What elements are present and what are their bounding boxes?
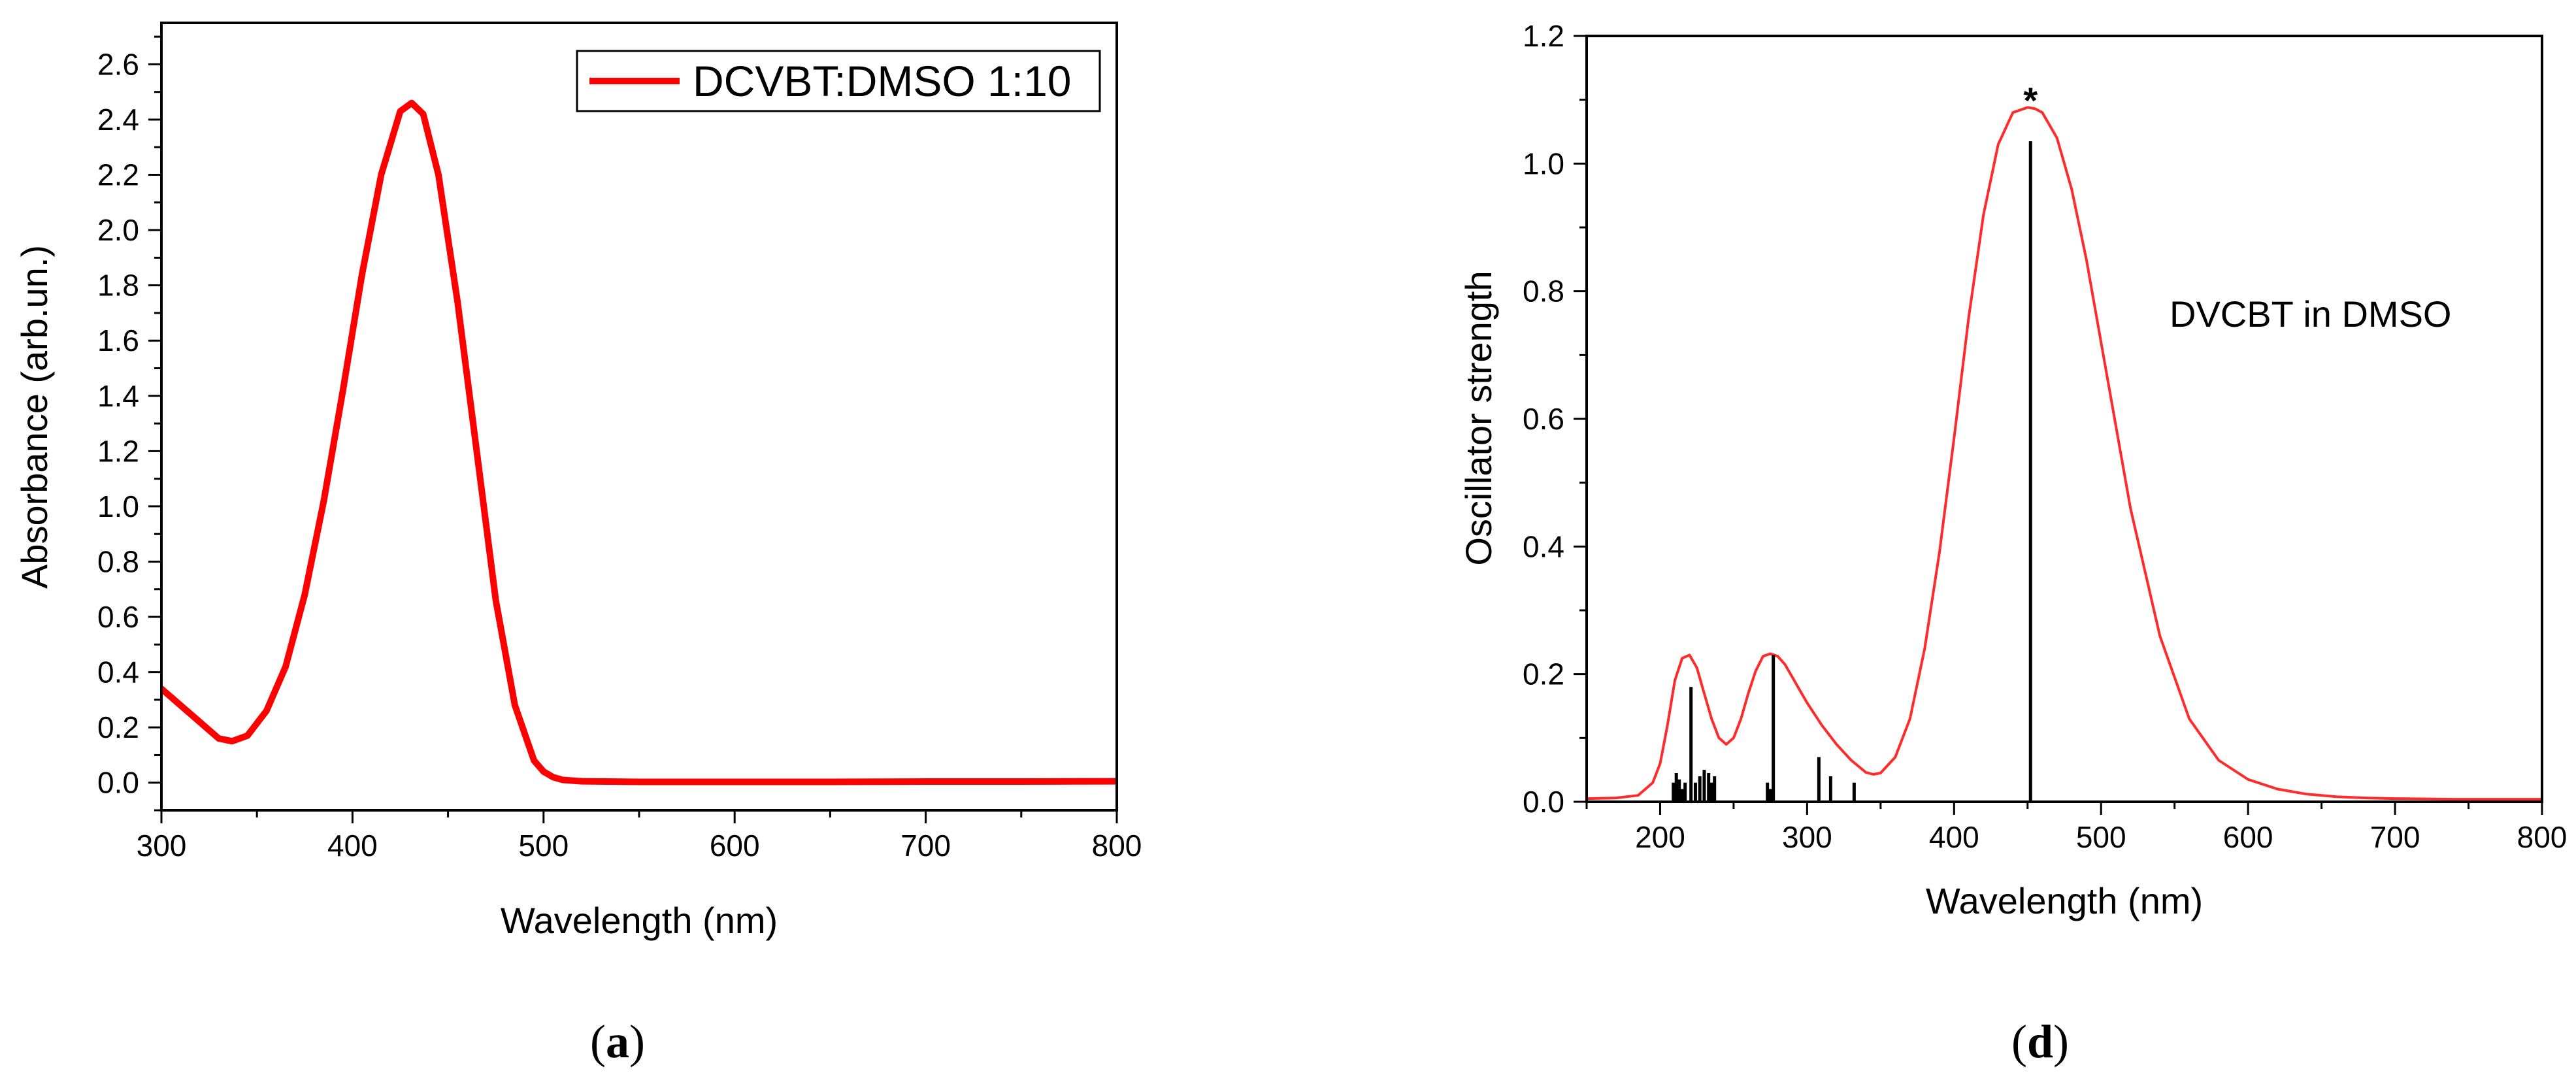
panel-d-y-tick-label: 0.6 bbox=[1523, 402, 1564, 436]
panel-a-y-tick-label: 2.0 bbox=[97, 213, 139, 247]
panel-a-chart: 0.0 0.2 0.4 0.6 0.8 1.0 1.2 1.4 1.6 1.8 2.0 2.2 2.4 2… bbox=[14, 22, 1142, 1068]
panel-a-y-tick-label: 1.2 bbox=[97, 434, 139, 468]
panel-a-y-tick-label: 0.6 bbox=[97, 600, 139, 634]
panel-a-x-tick-label: 500 bbox=[518, 829, 569, 863]
panel-a-y-tick-label: 1.8 bbox=[97, 269, 139, 303]
panel-a-y-tick-label: 0.2 bbox=[97, 710, 139, 744]
panel-d-spectrum-line bbox=[1587, 106, 2542, 801]
panel-a-y-tick-label: 2.6 bbox=[97, 47, 139, 81]
panel-d-x-tick-label: 700 bbox=[2370, 820, 2420, 854]
panel-a-x-tick-label: 400 bbox=[327, 829, 378, 863]
panel-a-y-tick-label: 0.4 bbox=[97, 655, 139, 689]
panel-d-plot-frame bbox=[1585, 35, 2543, 803]
panel-d-y-tick-label: 1.0 bbox=[1523, 146, 1564, 180]
panel-a-y-tick-label: 0.0 bbox=[97, 766, 139, 800]
panel-d-chart: 0.0 0.2 0.4 0.6 0.8 1.0 1.2 200 300 400 500 600 700 8… bbox=[1458, 19, 2567, 1068]
panel-d-y-tick-label: 1.2 bbox=[1523, 19, 1564, 53]
panel-d-ticks: 0.0 0.2 0.4 0.6 0.8 1.0 1.2 200 300 400 500 600 700 8… bbox=[1523, 19, 2567, 854]
panel-d-x-tick-label: 400 bbox=[1929, 820, 1979, 854]
panel-d-x-axis-title: Wavelength (nm) bbox=[1926, 880, 2203, 921]
panel-a-y-tick-label: 1.0 bbox=[97, 489, 139, 523]
panel-a-x-tick-label: 800 bbox=[1092, 829, 1142, 863]
panel-a-y-tick-label: 2.2 bbox=[97, 158, 139, 192]
panel-a-legend: DCVBT:DMSO 1:10 bbox=[576, 50, 1101, 112]
panel-d-annotation: DVCBT in DMSO bbox=[2170, 293, 2451, 335]
panel-d-x-tick-label: 500 bbox=[2076, 820, 2126, 854]
panel-a-legend-label: DCVBT:DMSO 1:10 bbox=[693, 57, 1072, 105]
panel-a-y-tick-label: 2.4 bbox=[97, 103, 139, 137]
panel-d-caption: (d) bbox=[2011, 1015, 2069, 1068]
panel-a-x-tick-label: 600 bbox=[710, 829, 760, 863]
panel-a-series bbox=[161, 99, 1117, 785]
panel-a-caption: (a) bbox=[590, 1015, 645, 1068]
panel-d-x-tick-label: 200 bbox=[1635, 820, 1685, 854]
panel-a-plot-frame bbox=[160, 22, 1118, 812]
panel-a-y-tick-label: 1.6 bbox=[97, 323, 139, 357]
panel-a-x-axis-title: Wavelength (nm) bbox=[501, 900, 778, 941]
panel-d-caption-letter: d bbox=[2027, 1015, 2053, 1068]
panel-d-y-axis-title: Oscillator strength bbox=[1458, 271, 1499, 565]
panel-a-caption-letter: a bbox=[606, 1015, 629, 1068]
panel-d-x-tick-label: 600 bbox=[2223, 820, 2273, 854]
panel-a-ticks: 0.0 0.2 0.4 0.6 0.8 1.0 1.2 1.4 1.6 1.8 2.0 2.2 2.4 2… bbox=[97, 35, 1142, 863]
panel-a-y-axis-title: Absorbance (arb.un.) bbox=[14, 245, 55, 589]
panel-a-y-tick-label: 1.4 bbox=[97, 379, 139, 413]
panel-a-x-tick-label: 700 bbox=[900, 829, 951, 863]
panel-a-x-tick-label: 300 bbox=[137, 829, 187, 863]
panel-a-y-tick-label: 0.8 bbox=[97, 544, 139, 578]
panel-d-y-tick-label: 0.4 bbox=[1523, 529, 1564, 563]
panel-d-series bbox=[1587, 106, 2542, 802]
panel-d-x-tick-label: 800 bbox=[2517, 820, 2568, 854]
panel-d-peak-marker: * bbox=[2023, 80, 2038, 121]
panel-d-y-tick-label: 0.2 bbox=[1523, 657, 1564, 691]
panel-d-y-tick-label: 0.8 bbox=[1523, 274, 1564, 308]
panel-d-x-tick-label: 300 bbox=[1782, 820, 1832, 854]
panel-a-absorbance-line bbox=[161, 99, 1117, 785]
panel-d-y-tick-label: 0.0 bbox=[1523, 785, 1564, 819]
